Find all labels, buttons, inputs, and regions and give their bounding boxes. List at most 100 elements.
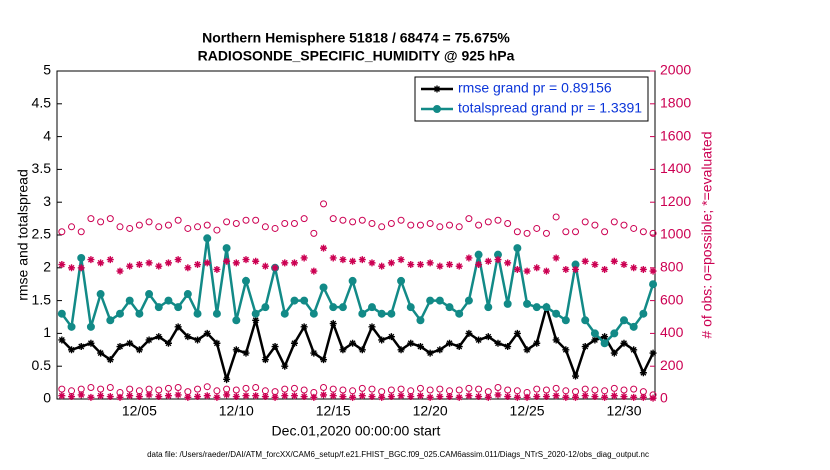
marker-circle: [164, 384, 172, 392]
marker-circle: [290, 220, 298, 228]
marker-asterisk: [271, 393, 279, 401]
x-tick-label: 12/15: [316, 403, 351, 419]
marker-dot: [86, 322, 95, 331]
marker-circle: [581, 218, 589, 226]
y2-tick-label: 800: [660, 259, 684, 275]
marker-asterisk: [339, 393, 347, 401]
marker-asterisk: [252, 316, 260, 324]
marker-dot: [397, 276, 406, 285]
marker-circle: [630, 385, 638, 393]
marker-asterisk: [68, 393, 76, 401]
marker-dot: [532, 303, 541, 312]
marker-circle: [58, 228, 66, 236]
marker-asterisk: [504, 393, 512, 401]
marker-asterisk: [349, 393, 357, 401]
marker-asterisk: [77, 343, 85, 351]
marker-asterisk: [97, 349, 105, 357]
marker-asterisk: [523, 267, 531, 275]
marker-dot: [280, 309, 289, 318]
marker-dot: [241, 276, 250, 285]
marker-circle: [494, 384, 502, 392]
marker-asterisk: [504, 259, 512, 267]
marker-circle: [494, 216, 502, 224]
marker-asterisk: [232, 259, 240, 267]
y2-tick-label: 1400: [660, 160, 691, 176]
y-axis-label: rmse and totalspread: [15, 169, 31, 301]
marker-dot: [542, 303, 551, 312]
marker-asterisk: [320, 391, 328, 399]
marker-asterisk: [494, 256, 502, 264]
marker-dot: [212, 309, 221, 318]
marker-asterisk: [155, 333, 163, 341]
marker-asterisk: [513, 329, 521, 337]
marker-asterisk: [475, 261, 483, 269]
marker-asterisk: [300, 254, 308, 262]
marker-asterisk: [630, 264, 638, 272]
marker-asterisk: [164, 392, 172, 400]
marker-asterisk: [106, 256, 114, 264]
marker-asterisk: [649, 267, 657, 275]
marker-asterisk: [504, 343, 512, 351]
marker-asterisk: [126, 339, 134, 347]
marker-asterisk: [610, 257, 618, 265]
marker-asterisk: [77, 264, 85, 272]
marker-asterisk: [513, 393, 521, 401]
marker-circle: [194, 223, 202, 231]
marker-dot: [377, 309, 386, 318]
marker-dot: [135, 309, 144, 318]
marker-dot: [67, 322, 76, 331]
marker-asterisk: [223, 375, 231, 383]
marker-dot: [222, 244, 231, 253]
marker-dot: [367, 303, 376, 312]
marker-asterisk: [58, 261, 66, 269]
marker-asterisk: [387, 393, 395, 401]
marker-circle: [155, 386, 163, 394]
marker-asterisk: [465, 254, 473, 262]
marker-asterisk: [620, 393, 628, 401]
marker-asterisk: [349, 339, 357, 347]
marker-asterisk: [310, 393, 318, 401]
marker-circle: [416, 221, 424, 229]
marker-dot: [106, 316, 115, 325]
marker-asterisk: [184, 264, 192, 272]
marker-dot: [319, 283, 328, 292]
marker-asterisk: [620, 339, 628, 347]
x-tick-label: 12/05: [122, 403, 157, 419]
legend-box: [414, 76, 649, 122]
marker-circle: [58, 385, 66, 393]
marker-asterisk: [213, 265, 221, 273]
marker-asterisk: [455, 393, 463, 401]
marker-circle: [87, 384, 95, 392]
marker-asterisk: [639, 393, 647, 401]
marker-circle: [591, 386, 599, 394]
marker-dot: [445, 303, 454, 312]
marker-circle: [310, 229, 318, 237]
marker-asterisk: [368, 259, 376, 267]
marker-dot: [503, 299, 512, 308]
marker-dot: [406, 303, 415, 312]
marker-asterisk: [455, 262, 463, 270]
marker-circle: [339, 216, 347, 224]
marker-asterisk: [465, 392, 473, 400]
marker-circle: [581, 385, 589, 393]
marker-asterisk: [68, 346, 76, 354]
marker-asterisk: [610, 349, 618, 357]
marker-asterisk: [87, 393, 95, 401]
marker-circle: [242, 384, 250, 392]
marker-asterisk: [145, 391, 153, 399]
marker-dot: [203, 234, 212, 243]
marker-asterisk: [426, 349, 434, 357]
marker-circle: [542, 386, 550, 394]
marker-dot: [484, 303, 493, 312]
marker-asterisk: [155, 262, 163, 270]
marker-asterisk: [300, 393, 308, 401]
marker-asterisk: [378, 336, 386, 344]
marker-circle: [630, 224, 638, 232]
marker-asterisk: [184, 393, 192, 401]
marker-circle: [97, 385, 105, 393]
marker-asterisk: [203, 259, 211, 267]
marker-circle: [261, 223, 269, 231]
marker-asterisk: [601, 265, 609, 273]
marker-asterisk: [523, 346, 531, 354]
